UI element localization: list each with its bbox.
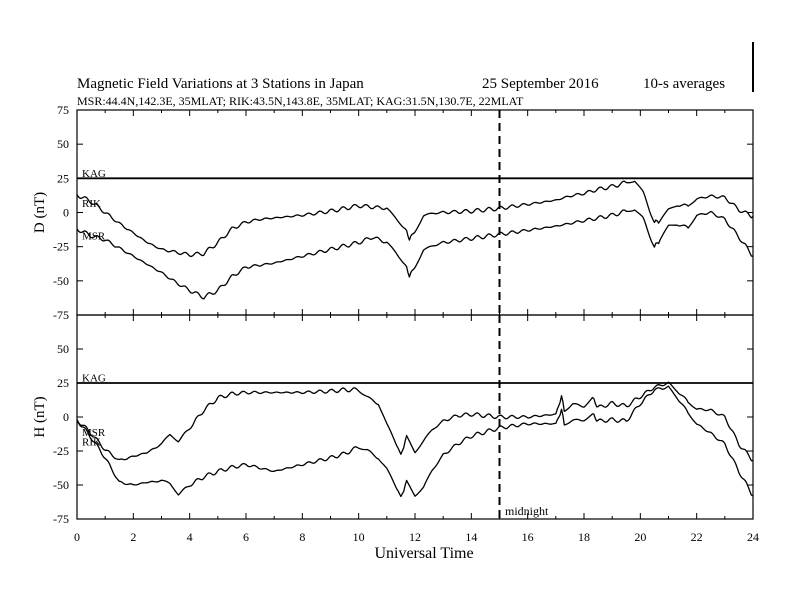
- h-y-tick-label: 25: [57, 376, 69, 390]
- midnight-label: midnight: [505, 504, 549, 518]
- h-y-tick-label: -75: [53, 512, 69, 526]
- h-x-tick-label: 10: [353, 530, 365, 544]
- h-x-tick-label: 2: [130, 530, 136, 544]
- chart-averaging: 10-s averages: [643, 76, 725, 92]
- d-series-rik-line: [76, 180, 754, 258]
- h-y-tick-label: 0: [63, 410, 69, 424]
- h-x-tick-label: 14: [465, 530, 477, 544]
- d-series-label-kag: KAG: [82, 168, 106, 180]
- h-x-tick-label: 16: [522, 530, 534, 544]
- d-y-tick-label: 0: [63, 206, 69, 220]
- d-series-msr-line: [76, 209, 754, 300]
- d-y-tick-label: -50: [53, 274, 69, 288]
- h-x-tick-label: 12: [409, 530, 421, 544]
- d-y-axis-label: D (nT): [32, 192, 48, 233]
- h-panel-frame: [76, 314, 754, 520]
- h-series-msr-line: [76, 381, 754, 462]
- chart-title: Magnetic Field Variations at 3 Stations …: [77, 76, 364, 92]
- h-series-label-rik: RIK: [82, 436, 101, 448]
- d-y-tick-label: 25: [57, 171, 69, 185]
- h-x-tick-label: 18: [578, 530, 590, 544]
- h-series-label-kag: KAG: [82, 373, 106, 385]
- d-series-label-msr: MSR: [82, 231, 106, 243]
- h-y-tick-label: -25: [53, 444, 69, 458]
- d-y-tick-label: 50: [57, 137, 69, 151]
- chart-date: 25 September 2016: [482, 76, 599, 92]
- h-x-tick-label: 24: [747, 530, 759, 544]
- stations-line: MSR:44.4N,142.3E, 35MLAT; RIK:43.5N,143.…: [77, 94, 524, 108]
- d-y-tick-label: 75: [57, 103, 69, 117]
- h-x-tick-label: 20: [634, 530, 646, 544]
- h-x-tick-label: 22: [691, 530, 703, 544]
- d-y-tick-label: -75: [53, 308, 69, 322]
- d-y-tick-label: -25: [53, 240, 69, 254]
- h-x-tick-label: 8: [299, 530, 305, 544]
- h-series-label-msr: MSR: [82, 427, 106, 439]
- x-axis-title: Universal Time: [374, 545, 473, 562]
- h-x-tick-label: 6: [243, 530, 249, 544]
- d-series-label-rik: RIK: [82, 198, 101, 210]
- h-x-tick-label: 0: [74, 530, 80, 544]
- h-y-tick-label: -50: [53, 478, 69, 492]
- h-series-rik-line: [76, 385, 754, 498]
- d-panel: -75 -50 -25 0 25 50 75 D (nT) KAG RIK MSR: [32, 103, 754, 322]
- h-y-axis-label: H (nT): [32, 396, 48, 437]
- h-x-tick-label: 4: [187, 530, 193, 544]
- h-y-tick-label: 50: [57, 342, 69, 356]
